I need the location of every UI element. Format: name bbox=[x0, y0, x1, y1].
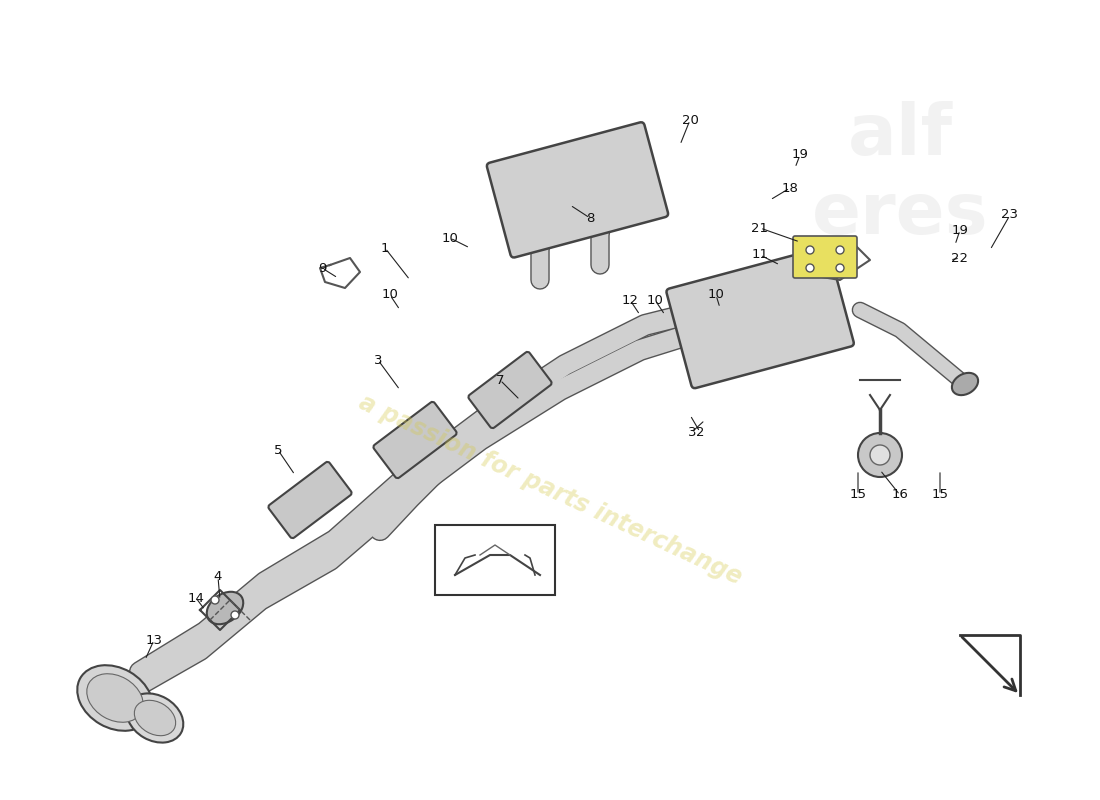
Text: 19: 19 bbox=[952, 223, 968, 237]
Circle shape bbox=[870, 445, 890, 465]
Text: 3: 3 bbox=[688, 426, 696, 438]
Text: 18: 18 bbox=[782, 182, 799, 194]
Text: 15: 15 bbox=[849, 489, 867, 502]
Text: 12: 12 bbox=[621, 294, 638, 306]
Text: 10: 10 bbox=[647, 294, 663, 306]
Circle shape bbox=[836, 264, 844, 272]
Text: 10: 10 bbox=[441, 231, 459, 245]
FancyBboxPatch shape bbox=[667, 247, 854, 388]
Text: 14: 14 bbox=[188, 591, 205, 605]
Text: 13: 13 bbox=[145, 634, 163, 646]
Circle shape bbox=[836, 246, 844, 254]
Text: 8: 8 bbox=[586, 211, 594, 225]
Text: 11: 11 bbox=[751, 249, 769, 262]
Text: 2: 2 bbox=[695, 426, 704, 438]
Circle shape bbox=[806, 264, 814, 272]
Text: 15: 15 bbox=[932, 489, 948, 502]
Text: 19: 19 bbox=[792, 149, 808, 162]
Text: 10: 10 bbox=[382, 289, 398, 302]
Circle shape bbox=[858, 433, 902, 477]
Circle shape bbox=[231, 611, 239, 619]
Text: a passion for parts interchange: a passion for parts interchange bbox=[354, 390, 746, 590]
Text: 4: 4 bbox=[213, 570, 222, 583]
Text: 7: 7 bbox=[496, 374, 504, 386]
FancyBboxPatch shape bbox=[373, 402, 456, 478]
Text: alf
eres: alf eres bbox=[812, 101, 988, 250]
Text: 10: 10 bbox=[707, 289, 725, 302]
Text: 21: 21 bbox=[751, 222, 769, 234]
Ellipse shape bbox=[87, 674, 143, 722]
Text: 9: 9 bbox=[318, 262, 327, 274]
FancyBboxPatch shape bbox=[434, 525, 556, 595]
Circle shape bbox=[211, 596, 219, 604]
Ellipse shape bbox=[952, 373, 978, 395]
FancyBboxPatch shape bbox=[487, 122, 668, 258]
Text: 20: 20 bbox=[682, 114, 698, 126]
Text: 22: 22 bbox=[952, 251, 968, 265]
FancyBboxPatch shape bbox=[268, 462, 352, 538]
FancyBboxPatch shape bbox=[469, 352, 552, 428]
Text: 3: 3 bbox=[374, 354, 383, 366]
Text: 5: 5 bbox=[274, 443, 283, 457]
Text: 23: 23 bbox=[1001, 209, 1019, 222]
Circle shape bbox=[806, 246, 814, 254]
Ellipse shape bbox=[77, 666, 153, 730]
Ellipse shape bbox=[134, 700, 176, 736]
Ellipse shape bbox=[207, 592, 243, 624]
FancyBboxPatch shape bbox=[793, 236, 857, 278]
Ellipse shape bbox=[126, 694, 184, 742]
Text: 16: 16 bbox=[892, 489, 909, 502]
Text: 1: 1 bbox=[381, 242, 389, 254]
